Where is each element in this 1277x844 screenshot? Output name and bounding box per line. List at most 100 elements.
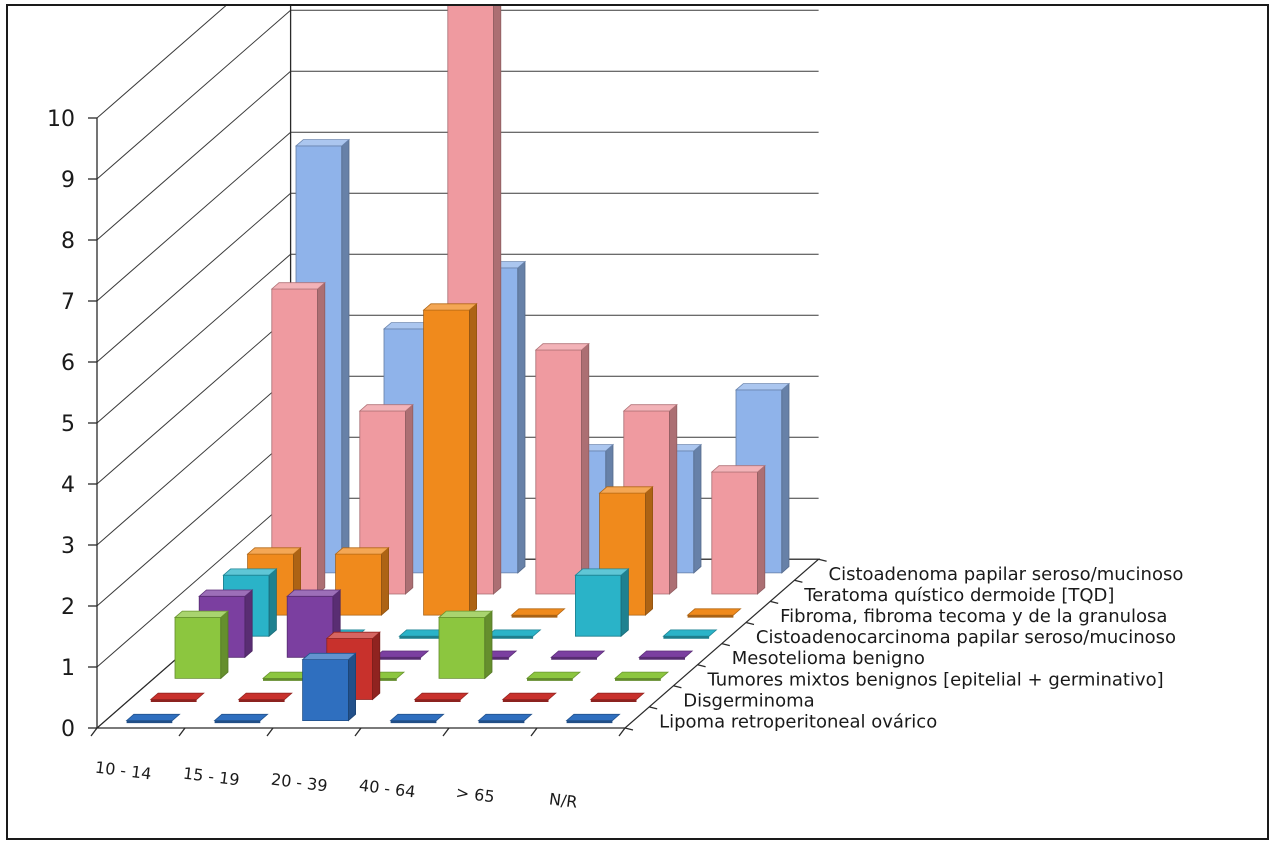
bar-zero-edge	[615, 678, 661, 681]
x-tick-mark	[90, 727, 98, 737]
bar-side	[341, 138, 350, 574]
bar-side	[380, 546, 390, 616]
bar-front	[711, 471, 758, 595]
bar-side	[317, 281, 326, 595]
bar-zero	[525, 671, 582, 679]
bar-zero-edge	[687, 615, 734, 618]
bar-zero	[686, 608, 742, 616]
bar-top	[622, 404, 678, 412]
bar-zero	[149, 692, 205, 700]
bar-side	[372, 631, 381, 701]
x-tick-mark	[178, 727, 186, 737]
bar-zero	[565, 713, 621, 721]
bar-side	[693, 443, 702, 574]
bar-zero	[413, 692, 469, 700]
bar-zero-edge	[238, 699, 285, 702]
bar-top	[222, 568, 278, 576]
series-label: Cistoadenocarcinoma papilar seroso/mucin…	[756, 627, 1176, 648]
bar-zero	[510, 608, 566, 616]
bar-0-5	[565, 713, 621, 724]
bar-zero-edge	[263, 678, 309, 681]
series-tick-mark	[770, 600, 779, 605]
bar-top	[286, 589, 342, 597]
bar-5-3	[510, 608, 566, 618]
x-category-label: > 65	[455, 783, 496, 807]
y-tick-label: 4	[61, 473, 75, 498]
x-category-label: 20 - 39	[270, 770, 329, 796]
bar-0-0	[125, 713, 181, 724]
bar-zero-edge	[399, 636, 446, 639]
bar-top	[734, 383, 791, 391]
bar-top	[437, 610, 494, 618]
series-label: Tumores mixtos benignos [epitelial + ger…	[707, 669, 1164, 690]
bar-2-3	[437, 610, 494, 680]
bar-front	[286, 595, 334, 658]
bar-zero	[589, 692, 645, 700]
bar-side	[347, 652, 357, 722]
bar-front	[438, 617, 486, 679]
bar-top	[574, 568, 630, 576]
y-tick-label: 10	[47, 107, 75, 132]
series-label: Teratoma quístico dermoide [TQD]	[803, 585, 1114, 606]
bar-side	[581, 342, 590, 595]
series-label: Fibroma, fibroma tecoma y de la granulos…	[780, 606, 1167, 627]
bar-5-1	[334, 546, 390, 616]
bar-5-5	[686, 608, 742, 618]
bar-top	[270, 282, 326, 290]
series-label: Lipoma retroperitoneal ovárico	[659, 711, 937, 732]
x-axis-categories: 10 - 14 15 - 19 20 - 39 40 - 64 > 65 N/R	[94, 758, 579, 812]
bar-zero	[613, 671, 670, 679]
bar-zero	[237, 692, 293, 700]
bar-top	[198, 589, 254, 597]
bar-zero-edge	[150, 699, 197, 702]
bar-4-4	[574, 568, 630, 638]
bar-3-5	[638, 650, 694, 660]
series-tick-mark	[649, 706, 658, 710]
bar-zero	[374, 650, 430, 658]
bar-zero-edge	[390, 720, 437, 724]
bar-zero-edge	[214, 720, 261, 724]
bar-front	[335, 553, 382, 616]
bar-1-3	[413, 692, 469, 702]
bar-3-2	[374, 650, 430, 660]
bar-top	[534, 343, 590, 351]
bar-zero-edge	[414, 699, 461, 702]
bar-side	[781, 382, 790, 574]
bar-zero-edge	[566, 720, 613, 724]
bar-6-3	[534, 342, 590, 595]
bar-zero-edge	[639, 657, 685, 660]
bar-side	[268, 568, 277, 638]
x-tick-mark	[442, 727, 450, 737]
bar-front	[575, 574, 622, 637]
bar-front	[535, 349, 582, 595]
bar-top	[422, 303, 478, 311]
chart-3d-column: 0 1 2 3 4 5 6 7 8 9 10 10 - 14 15 - 19 20 - 39 40 - 6…	[47, 6, 1183, 812]
bar-zero-edge	[126, 720, 173, 724]
gridline	[96, 6, 227, 119]
y-tick-label: 1	[61, 656, 75, 681]
bar-0-3	[389, 713, 445, 724]
bar-side	[517, 260, 526, 574]
bar-0-4	[477, 713, 533, 724]
x-tick-mark	[266, 727, 274, 737]
bars	[125, 6, 791, 724]
bar-2-0	[173, 610, 230, 680]
series-tick-mark	[818, 558, 827, 562]
bar-3-4	[550, 650, 606, 660]
bar-top	[294, 139, 351, 147]
bar-top	[358, 404, 414, 412]
bar-1-5	[589, 692, 645, 702]
bar-4-5	[662, 629, 718, 639]
series-tick-mark	[697, 664, 706, 668]
bar-side	[405, 403, 414, 595]
bar-side	[620, 568, 629, 638]
bar-front	[423, 309, 470, 616]
bar-side	[468, 302, 478, 616]
bar-side	[244, 589, 253, 659]
series-tick-mark	[721, 642, 730, 647]
series-label: Mesotelioma benigno	[732, 648, 925, 669]
bar-zero-edge	[487, 636, 534, 639]
x-category-label: 15 - 19	[182, 764, 241, 790]
bar-zero	[213, 713, 269, 721]
bar-top	[246, 547, 302, 555]
